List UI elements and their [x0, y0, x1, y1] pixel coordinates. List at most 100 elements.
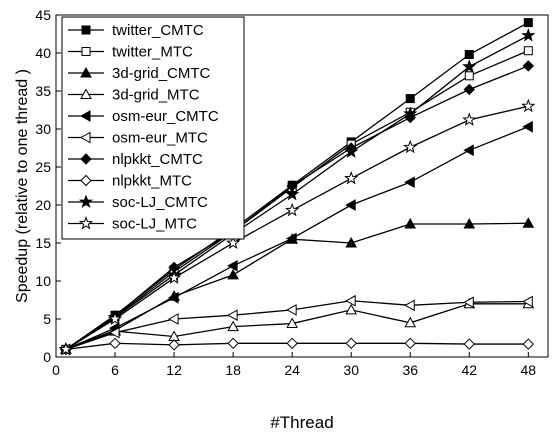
data-point: [107, 311, 123, 326]
data-point: [462, 112, 477, 126]
data-point: [464, 50, 474, 60]
legend-marker: [80, 153, 92, 165]
data-point: [404, 316, 417, 328]
legend-label: twitter_CMTC: [112, 22, 204, 39]
legend-marker: [80, 174, 92, 187]
y-tick-label: 20: [35, 197, 51, 213]
data-point: [227, 259, 238, 272]
data-point: [345, 294, 356, 307]
data-point: [286, 304, 297, 316]
legend-item: soc-LJ_MTC: [68, 216, 197, 233]
series-osm-eur_MTC: [59, 294, 533, 356]
data-point: [463, 83, 475, 96]
data-point: [285, 202, 300, 217]
data-point: [345, 337, 357, 350]
data-point: [403, 106, 418, 120]
legend: twitter_CMTC twitter_MTC 3d-grid_CMTC 3d-gr…: [61, 16, 245, 240]
data-point: [464, 71, 474, 81]
data-point: [227, 268, 239, 280]
series-line: [65, 300, 529, 351]
legend-marker: [81, 25, 91, 35]
x-tick-label: 24: [284, 362, 300, 378]
x-tick-label: 36: [402, 362, 418, 378]
data-point: [403, 139, 418, 154]
data-point: [404, 176, 415, 189]
legend-label: 3d-grid_MTC: [112, 87, 200, 104]
x-tick-label: 48: [521, 362, 537, 378]
legend-item: osm-eur_MTC: [68, 130, 208, 147]
legend-label: osm-eur_CMTC: [112, 108, 219, 125]
x-tick-label: 30: [343, 362, 359, 378]
data-point: [463, 217, 476, 229]
y-tick-label: 25: [35, 159, 51, 175]
data-point: [109, 337, 121, 350]
data-point: [522, 217, 535, 228]
data-point: [58, 341, 73, 356]
data-point: [462, 59, 477, 73]
data-point: [344, 170, 359, 185]
data-point: [227, 320, 239, 332]
data-point: [166, 270, 182, 284]
data-point: [285, 186, 300, 201]
legend-item: nlpkkt_CMTC: [68, 151, 203, 168]
data-point: [227, 337, 239, 350]
data-point: [286, 337, 298, 350]
data-point: [404, 337, 416, 350]
data-point: [404, 217, 417, 229]
data-point: [522, 295, 533, 308]
plot-frame: [55, 14, 549, 358]
legend-label: nlpkkt_MTC: [112, 173, 192, 190]
legend-label: nlpkkt_CMTC: [112, 151, 203, 168]
series-soc-LJ_MTC: [58, 98, 536, 356]
data-point: [168, 339, 180, 351]
data-point: [345, 236, 358, 248]
x-axis-label: #Thread: [270, 413, 333, 432]
x-tick-label: 6: [111, 362, 119, 378]
y-axis-label: Speedup (relative to one thread ): [14, 69, 31, 303]
data-point: [109, 326, 120, 339]
y-tick-label: 0: [43, 349, 51, 365]
data-point: [463, 296, 474, 309]
legend-item: soc-LJ_CMTC: [68, 194, 208, 211]
legend-label: 3d-grid_CMTC: [112, 65, 211, 82]
y-tick-label: 10: [35, 273, 51, 289]
y-tick-label: 40: [35, 45, 51, 61]
legend-marker: [78, 194, 94, 209]
data-point: [227, 309, 238, 322]
legend-item: osm-eur_CMTC: [68, 108, 219, 125]
data-point: [404, 299, 415, 312]
series-nlpkkt_MTC: [60, 337, 535, 356]
legend-marker: [78, 216, 94, 230]
data-point: [286, 232, 297, 245]
data-point: [523, 46, 533, 56]
x-axis-ticks: 0 6 12 18 24 30 36 42 48: [52, 352, 536, 378]
data-point: [226, 235, 241, 250]
legend-marker: [81, 47, 91, 56]
data-point: [521, 98, 536, 113]
legend-item: nlpkkt_MTC: [68, 173, 192, 190]
data-point: [522, 60, 535, 72]
y-axis-ticks: 0 5 10 15 20 25 30 35 40 45: [35, 7, 61, 365]
data-point: [522, 338, 535, 350]
x-tick-label: 12: [166, 362, 182, 378]
legend-label: osm-eur_MTC: [112, 130, 208, 147]
legend-item: 3d-grid_MTC: [68, 87, 200, 104]
legend-marker: [80, 66, 92, 78]
x-tick-label: 0: [52, 362, 60, 378]
data-point: [523, 18, 533, 28]
legend-item: 3d-grid_CMTC: [68, 65, 211, 82]
data-point: [405, 94, 415, 104]
legend-label: twitter_MTC: [112, 44, 193, 61]
data-point: [521, 28, 536, 42]
data-point: [345, 303, 358, 315]
data-point: [522, 120, 533, 133]
y-tick-label: 15: [35, 235, 51, 251]
data-point: [344, 144, 359, 158]
x-tick-label: 18: [225, 362, 241, 378]
data-point: [463, 144, 474, 157]
data-point: [345, 199, 356, 211]
y-tick-label: 45: [35, 7, 51, 23]
data-point: [168, 291, 179, 304]
legend-marker: [80, 88, 92, 99]
